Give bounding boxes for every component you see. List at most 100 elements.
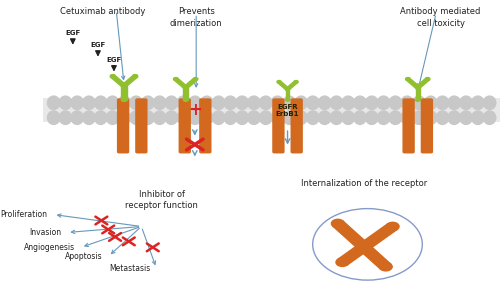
- Text: Apoptosis: Apoptosis: [65, 252, 102, 261]
- Ellipse shape: [83, 96, 95, 110]
- Ellipse shape: [224, 111, 236, 125]
- Ellipse shape: [378, 111, 390, 125]
- Ellipse shape: [236, 96, 248, 110]
- Ellipse shape: [389, 96, 402, 110]
- Circle shape: [416, 86, 420, 89]
- Ellipse shape: [166, 96, 177, 110]
- Ellipse shape: [412, 96, 425, 110]
- Polygon shape: [338, 224, 398, 265]
- Text: Invasion: Invasion: [30, 228, 62, 237]
- Circle shape: [406, 77, 410, 80]
- Ellipse shape: [166, 111, 177, 125]
- Text: Proliferation: Proliferation: [0, 210, 48, 219]
- Circle shape: [122, 84, 126, 88]
- Ellipse shape: [366, 111, 378, 125]
- Ellipse shape: [366, 96, 378, 110]
- FancyBboxPatch shape: [43, 98, 500, 122]
- FancyBboxPatch shape: [199, 98, 211, 153]
- Circle shape: [132, 74, 138, 78]
- Ellipse shape: [378, 96, 390, 110]
- Ellipse shape: [142, 111, 154, 125]
- Ellipse shape: [472, 111, 484, 125]
- Ellipse shape: [177, 111, 190, 125]
- Ellipse shape: [484, 111, 496, 125]
- Polygon shape: [110, 75, 126, 87]
- Ellipse shape: [424, 96, 437, 110]
- Circle shape: [416, 98, 420, 101]
- Circle shape: [386, 222, 399, 231]
- Circle shape: [194, 77, 198, 80]
- Ellipse shape: [272, 96, 283, 110]
- Text: EGF: EGF: [65, 30, 80, 36]
- Ellipse shape: [283, 96, 296, 110]
- Ellipse shape: [248, 111, 260, 125]
- Ellipse shape: [106, 96, 118, 110]
- Ellipse shape: [260, 111, 272, 125]
- Polygon shape: [122, 86, 126, 100]
- Polygon shape: [416, 78, 430, 89]
- Ellipse shape: [130, 111, 142, 125]
- Ellipse shape: [94, 111, 107, 125]
- Circle shape: [122, 84, 126, 88]
- Text: Cetuximab antibody: Cetuximab antibody: [60, 7, 145, 16]
- Polygon shape: [332, 221, 391, 269]
- Ellipse shape: [401, 96, 413, 110]
- Ellipse shape: [412, 111, 425, 125]
- Ellipse shape: [236, 111, 248, 125]
- Circle shape: [122, 98, 126, 102]
- Ellipse shape: [342, 111, 354, 125]
- Ellipse shape: [83, 111, 95, 125]
- Text: EGF: EGF: [106, 57, 122, 63]
- Polygon shape: [286, 89, 290, 100]
- Ellipse shape: [484, 96, 496, 110]
- Polygon shape: [184, 78, 198, 89]
- Ellipse shape: [436, 96, 448, 110]
- Polygon shape: [406, 78, 419, 89]
- Ellipse shape: [48, 111, 60, 125]
- Text: Angiogenesis: Angiogenesis: [24, 243, 75, 252]
- Ellipse shape: [248, 96, 260, 110]
- Ellipse shape: [354, 96, 366, 110]
- Polygon shape: [278, 81, 289, 90]
- Ellipse shape: [354, 111, 366, 125]
- Ellipse shape: [330, 96, 342, 110]
- Ellipse shape: [59, 111, 72, 125]
- Ellipse shape: [106, 111, 118, 125]
- Ellipse shape: [177, 96, 190, 110]
- Circle shape: [312, 209, 422, 280]
- Ellipse shape: [318, 96, 331, 110]
- FancyBboxPatch shape: [135, 98, 147, 153]
- Polygon shape: [122, 75, 138, 87]
- Circle shape: [336, 258, 349, 266]
- Circle shape: [174, 77, 178, 80]
- FancyBboxPatch shape: [178, 98, 191, 153]
- Ellipse shape: [342, 96, 354, 110]
- Ellipse shape: [295, 111, 307, 125]
- Ellipse shape: [260, 96, 272, 110]
- Ellipse shape: [272, 111, 283, 125]
- Text: EGFR
ErbB1: EGFR ErbB1: [276, 104, 299, 117]
- Ellipse shape: [472, 96, 484, 110]
- Text: +: +: [188, 101, 202, 119]
- FancyBboxPatch shape: [117, 98, 129, 153]
- Circle shape: [184, 86, 188, 89]
- Ellipse shape: [460, 96, 472, 110]
- Circle shape: [380, 263, 392, 271]
- Circle shape: [110, 74, 115, 78]
- Text: Antibody mediated
cell toxicity: Antibody mediated cell toxicity: [400, 7, 481, 27]
- Text: Prevents
dimerization: Prevents dimerization: [170, 7, 222, 27]
- Circle shape: [184, 86, 188, 89]
- Text: EGF: EGF: [90, 42, 106, 48]
- Circle shape: [332, 219, 344, 228]
- Ellipse shape: [212, 111, 225, 125]
- FancyBboxPatch shape: [420, 98, 433, 153]
- Ellipse shape: [318, 111, 331, 125]
- Ellipse shape: [200, 96, 213, 110]
- Ellipse shape: [154, 111, 166, 125]
- Ellipse shape: [306, 111, 319, 125]
- FancyBboxPatch shape: [402, 98, 415, 153]
- Ellipse shape: [306, 96, 319, 110]
- Circle shape: [286, 88, 290, 90]
- Circle shape: [294, 80, 298, 83]
- Circle shape: [426, 77, 430, 80]
